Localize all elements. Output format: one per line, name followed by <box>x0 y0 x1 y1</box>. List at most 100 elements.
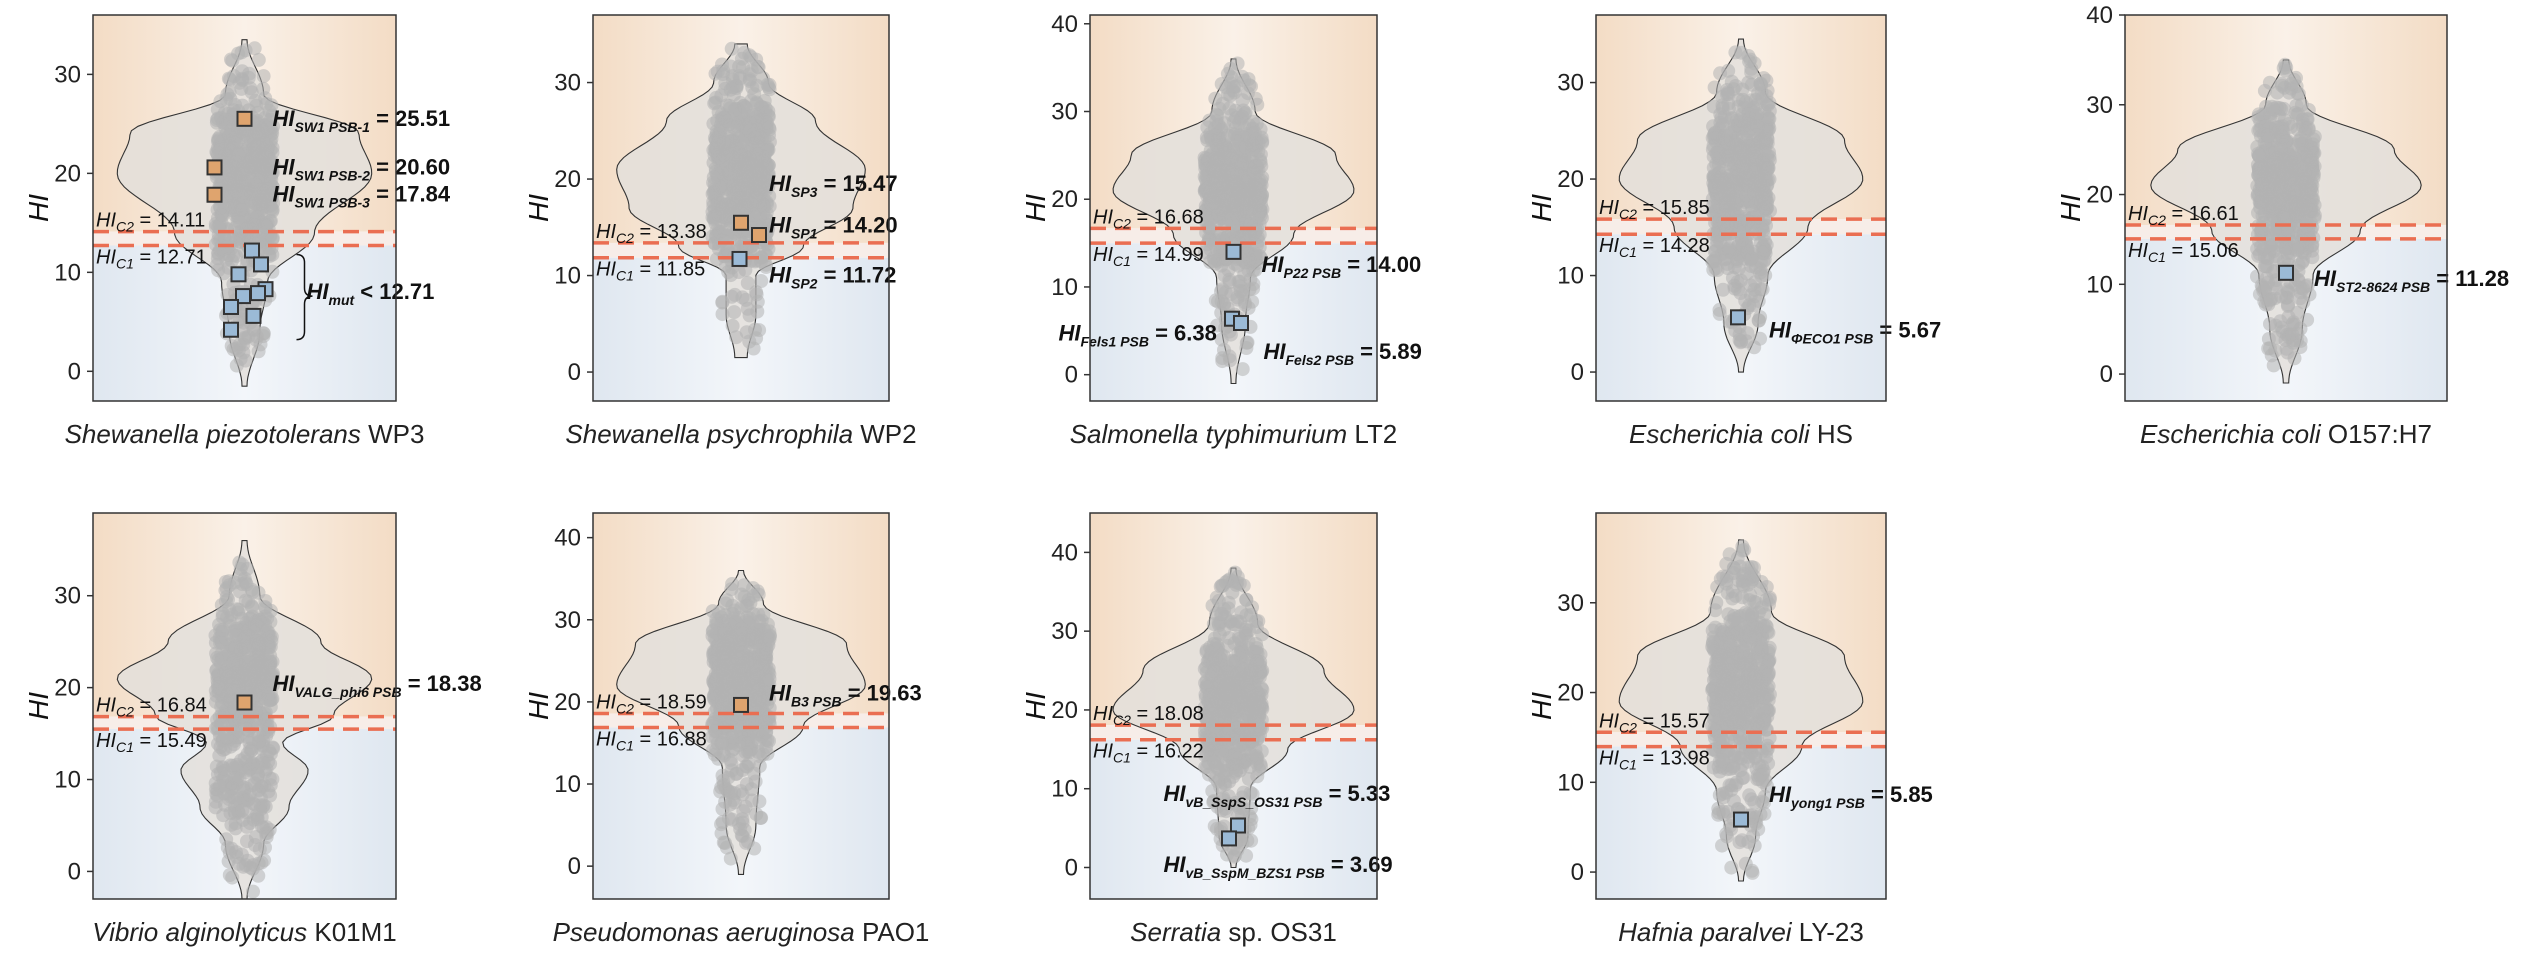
y-tick-label: 20 <box>554 689 581 716</box>
panel-title: Vibrio alginolyticus K01M1 <box>92 917 396 947</box>
data-point <box>231 680 245 694</box>
data-point <box>1740 229 1754 243</box>
data-point <box>235 64 249 78</box>
panel-title: Pseudomonas aeruginosa PAO1 <box>553 917 930 947</box>
y-tick-label: 30 <box>1051 99 1078 126</box>
phage-marker <box>251 286 265 300</box>
data-point <box>1748 56 1762 70</box>
phage-marker <box>238 696 252 710</box>
data-point <box>253 194 267 208</box>
data-point <box>1236 362 1250 376</box>
data-point <box>2266 158 2280 172</box>
threshold-label-c1: HIC1 = 16.88 <box>596 729 707 754</box>
panel-title: Shewanella psychrophila WP2 <box>565 419 916 449</box>
data-point <box>245 600 259 614</box>
data-point <box>2261 129 2275 143</box>
data-point <box>240 162 254 176</box>
data-point <box>1759 74 1773 88</box>
data-point <box>1247 167 1261 181</box>
panel-title: Shewanella piezotolerans WP3 <box>65 419 425 449</box>
data-point <box>2302 121 2316 135</box>
data-point <box>1759 89 1773 103</box>
data-point <box>712 207 726 221</box>
threshold-label-c2: HIC2 = 15.85 <box>1599 197 1710 222</box>
data-point <box>1758 243 1772 257</box>
data-point <box>1215 294 1229 308</box>
phage-marker <box>1234 316 1248 330</box>
data-point <box>724 630 738 644</box>
data-point <box>726 69 740 83</box>
data-point <box>2268 197 2282 211</box>
data-point <box>1222 163 1236 177</box>
threshold-label-c2: HIC2 = 14.11 <box>96 210 205 235</box>
phage-marker <box>247 309 261 323</box>
data-point <box>1727 279 1741 293</box>
y-tick-label: 10 <box>1557 263 1584 290</box>
data-point <box>1739 95 1753 109</box>
threshold-label-c1: HIC1 = 14.28 <box>1599 235 1710 260</box>
data-point <box>752 614 766 628</box>
threshold-label-c2: HIC2 = 16.84 <box>96 695 207 720</box>
y-tick-label: 30 <box>554 607 581 634</box>
data-point <box>222 578 236 592</box>
data-point <box>729 767 743 781</box>
data-point <box>750 305 764 319</box>
y-tick-label: 20 <box>1557 166 1584 193</box>
data-point <box>745 782 759 796</box>
data-point <box>734 601 748 615</box>
data-point <box>2274 289 2288 303</box>
data-point <box>248 776 262 790</box>
data-point <box>746 671 760 685</box>
data-point <box>740 165 754 179</box>
panel-title: Escherichia coli HS <box>1629 419 1853 449</box>
data-point <box>1248 126 1262 140</box>
data-point <box>223 92 237 106</box>
data-point <box>263 649 277 663</box>
data-point <box>2273 314 2287 328</box>
data-point <box>1203 180 1217 194</box>
y-axis-label: HI <box>523 692 554 720</box>
panel-title: Salmonella typhimurium LT2 <box>1070 419 1398 449</box>
data-point <box>741 276 755 290</box>
data-point <box>246 885 260 899</box>
y-tick-label: 0 <box>568 853 581 880</box>
phage-marker <box>2279 266 2293 280</box>
y-tick-label: 20 <box>2086 182 2113 209</box>
data-point <box>224 818 238 832</box>
threshold-label-c2: HIC2 = 18.59 <box>596 691 707 716</box>
y-tick-label: 30 <box>554 70 581 97</box>
y-tick-label: 10 <box>54 767 81 794</box>
data-point <box>1237 156 1251 170</box>
data-point <box>237 196 251 210</box>
data-point <box>745 197 759 211</box>
data-point <box>1235 70 1249 84</box>
data-point <box>223 160 237 174</box>
phage-marker <box>734 216 748 230</box>
data-point <box>735 135 749 149</box>
data-point <box>1223 349 1237 363</box>
phage-marker <box>245 244 259 258</box>
data-point <box>248 838 262 852</box>
data-point <box>1734 334 1748 348</box>
threshold-label-c1: HIC1 = 14.99 <box>1093 244 1204 269</box>
data-point <box>2277 61 2291 75</box>
data-point <box>2278 168 2292 182</box>
data-point <box>223 868 237 882</box>
data-point <box>712 652 726 666</box>
data-point <box>745 734 759 748</box>
data-point <box>232 857 246 871</box>
data-point <box>238 572 252 586</box>
data-point <box>1713 303 1727 317</box>
phage-marker <box>752 228 766 242</box>
data-point <box>1720 149 1734 163</box>
data-point <box>707 185 721 199</box>
data-point <box>1756 202 1770 216</box>
y-tick-label: 10 <box>2086 271 2113 298</box>
data-point <box>1249 92 1263 106</box>
data-point <box>761 747 775 761</box>
data-point <box>1735 142 1749 156</box>
y-axis-label: HI <box>2055 194 2086 222</box>
